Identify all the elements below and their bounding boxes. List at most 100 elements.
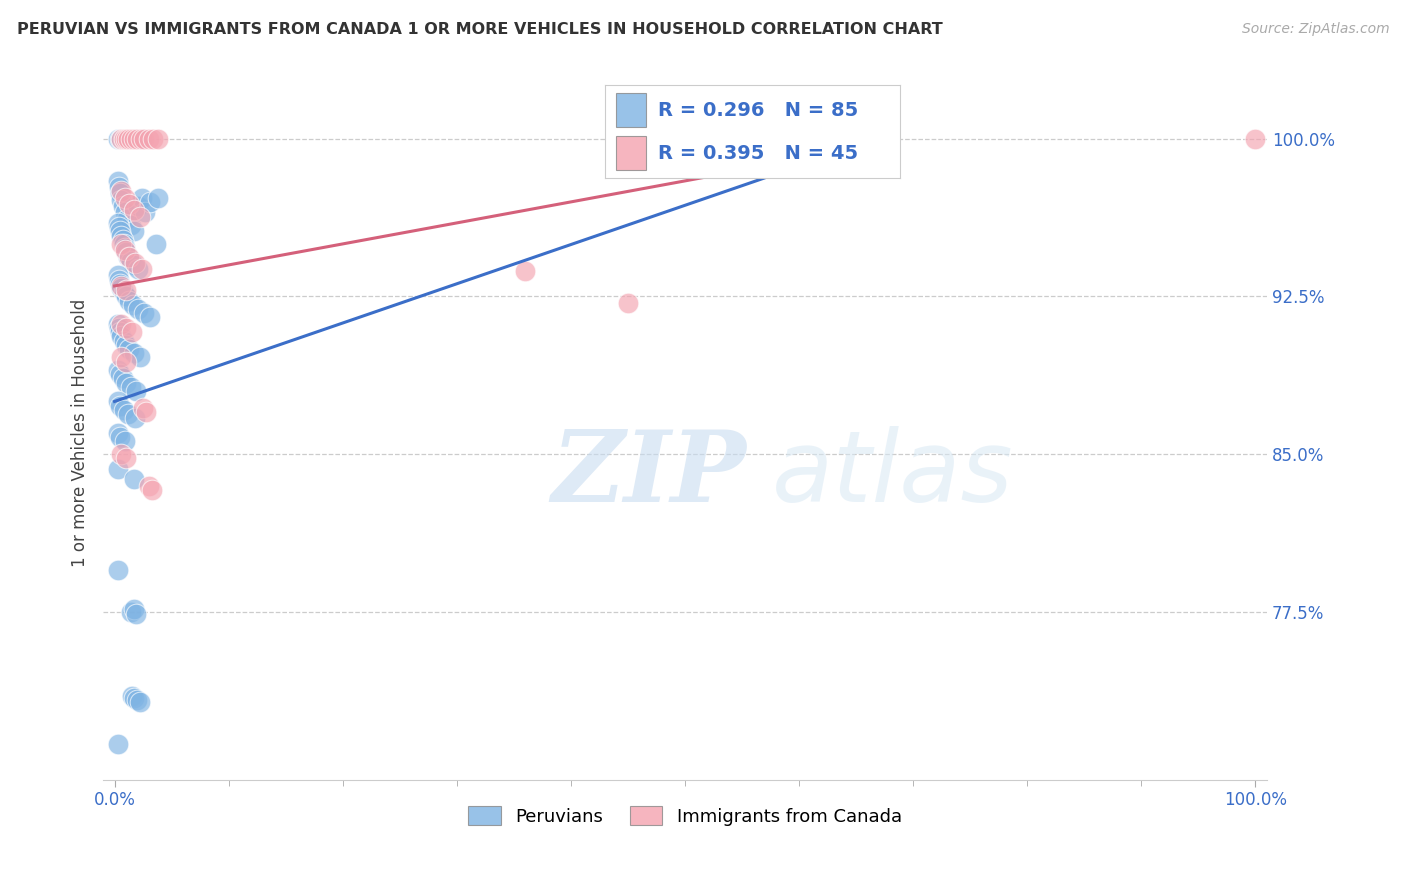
Point — [107, 216, 129, 230]
Point — [110, 186, 132, 201]
Point — [114, 191, 136, 205]
Point — [115, 132, 138, 146]
Point — [117, 250, 139, 264]
Point — [107, 317, 129, 331]
Point — [110, 317, 132, 331]
Point — [112, 334, 135, 348]
Point — [131, 191, 153, 205]
Point — [122, 132, 145, 146]
Point — [110, 399, 132, 413]
Text: R = 0.296   N = 85: R = 0.296 N = 85 — [658, 101, 858, 120]
Point — [114, 241, 136, 255]
Point — [134, 132, 156, 146]
Point — [124, 411, 146, 425]
Point — [110, 228, 132, 243]
Point — [128, 262, 150, 277]
Point — [115, 376, 138, 390]
Point — [108, 180, 131, 194]
Point — [115, 245, 138, 260]
Point — [114, 434, 136, 449]
Point — [107, 268, 129, 283]
Point — [122, 203, 145, 218]
Point — [110, 193, 132, 207]
Point — [110, 132, 132, 146]
Point — [115, 132, 138, 146]
FancyBboxPatch shape — [616, 93, 645, 127]
Point — [128, 199, 150, 213]
Point — [121, 298, 143, 312]
Point — [845, 132, 868, 146]
Point — [146, 132, 169, 146]
Point — [117, 132, 139, 146]
Point — [110, 236, 132, 251]
Point — [128, 351, 150, 365]
Point — [134, 306, 156, 320]
Point — [112, 285, 135, 300]
Point — [122, 258, 145, 272]
Point — [134, 205, 156, 219]
Point — [107, 461, 129, 475]
Point — [118, 250, 141, 264]
Legend: Peruvians, Immigrants from Canada: Peruvians, Immigrants from Canada — [461, 799, 910, 833]
Point — [135, 405, 157, 419]
Point — [111, 371, 134, 385]
Point — [107, 425, 129, 440]
Point — [122, 224, 145, 238]
Point — [128, 132, 150, 146]
Text: ZIP: ZIP — [551, 426, 747, 523]
Point — [118, 197, 141, 211]
Point — [1244, 132, 1267, 146]
Point — [115, 354, 138, 368]
Point — [138, 478, 160, 492]
Y-axis label: 1 or more Vehicles in Household: 1 or more Vehicles in Household — [72, 299, 89, 567]
Point — [114, 244, 136, 258]
Point — [110, 279, 132, 293]
Point — [127, 693, 149, 707]
Point — [122, 472, 145, 486]
Point — [138, 132, 160, 146]
Point — [117, 407, 139, 421]
Point — [117, 132, 139, 146]
Text: PERUVIAN VS IMMIGRANTS FROM CANADA 1 OR MORE VEHICLES IN HOUSEHOLD CORRELATION C: PERUVIAN VS IMMIGRANTS FROM CANADA 1 OR … — [17, 22, 942, 37]
Point — [115, 321, 138, 335]
Point — [107, 132, 129, 146]
Point — [128, 695, 150, 709]
Point — [115, 211, 138, 226]
Point — [107, 394, 129, 409]
Point — [115, 451, 138, 466]
Point — [141, 483, 163, 497]
Point — [115, 283, 138, 297]
Point — [121, 325, 143, 339]
Point — [142, 132, 165, 146]
Point — [118, 342, 141, 356]
Point — [110, 351, 132, 365]
Point — [122, 346, 145, 360]
Point — [114, 205, 136, 219]
Point — [122, 602, 145, 616]
Point — [120, 380, 142, 394]
Point — [107, 363, 129, 377]
FancyBboxPatch shape — [616, 136, 645, 170]
Point — [112, 236, 135, 251]
Text: Source: ZipAtlas.com: Source: ZipAtlas.com — [1241, 22, 1389, 37]
Point — [125, 607, 148, 621]
Point — [112, 403, 135, 417]
Point — [115, 289, 138, 303]
Point — [127, 132, 149, 146]
Point — [110, 281, 132, 295]
Point — [132, 401, 155, 415]
Point — [125, 132, 148, 146]
Point — [107, 737, 129, 751]
Text: R = 0.395   N = 45: R = 0.395 N = 45 — [658, 144, 858, 162]
Point — [121, 132, 143, 146]
Point — [110, 447, 132, 461]
Point — [108, 272, 131, 286]
Point — [120, 132, 142, 146]
Point — [124, 256, 146, 270]
Point — [118, 293, 141, 308]
Point — [112, 132, 135, 146]
Point — [121, 689, 143, 703]
Point — [107, 174, 129, 188]
Point — [112, 132, 135, 146]
Point — [111, 199, 134, 213]
